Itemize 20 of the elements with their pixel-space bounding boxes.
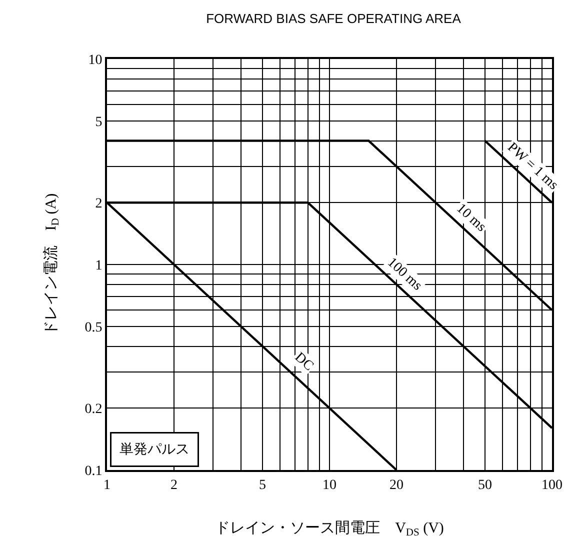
annotation: 100 ms — [384, 255, 425, 294]
y-tick-label: 0.1 — [84, 464, 102, 479]
x-tick-label: 10 — [322, 478, 336, 493]
x-tick-label: 50 — [478, 478, 492, 493]
y-tick-label: 10 — [88, 52, 102, 68]
y-tick-label: 5 — [95, 114, 102, 130]
annotation: 10 ms — [453, 201, 489, 236]
annotation: PW = 1 ms — [504, 140, 561, 194]
y-tick-label: 2 — [95, 196, 102, 212]
annotation: DC — [292, 350, 316, 374]
x-tick-label: 100 — [542, 478, 562, 493]
x-tick-label: 2 — [170, 478, 178, 493]
y-tick-label: 1 — [95, 258, 102, 274]
annotation: 単発パルス — [120, 442, 190, 458]
chart-title: FORWARD BIAS SAFE OPERATING AREA — [206, 10, 462, 26]
x-axis-title: ドレイン・ソース間電圧 V$_{DS}$ (V) — [215, 520, 444, 538]
y-tick-label: 0.5 — [84, 320, 102, 336]
y-tick-label: 0.2 — [84, 402, 102, 418]
x-tick-label: 5 — [259, 478, 266, 493]
x-tick-label: 20 — [389, 478, 404, 493]
